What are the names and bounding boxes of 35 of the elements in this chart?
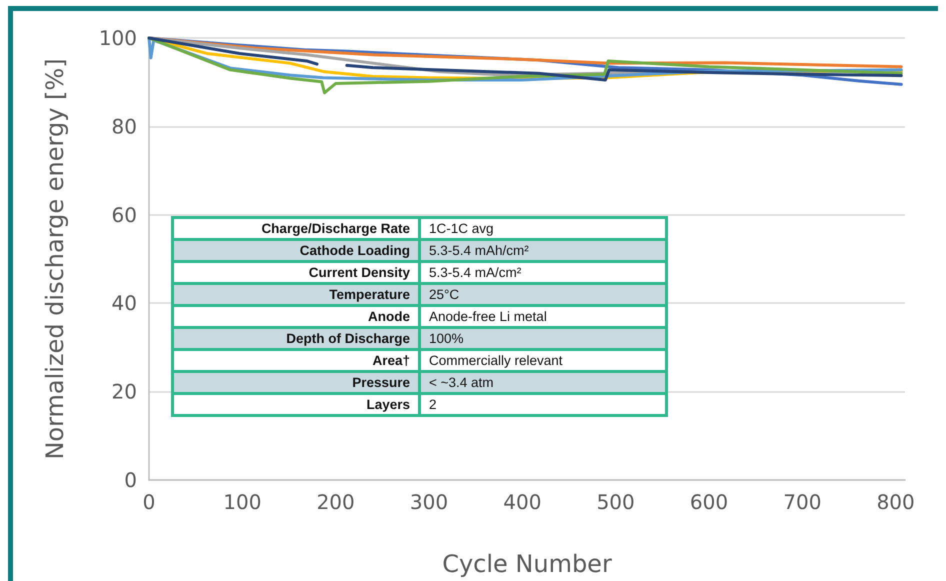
annotation: 100% bbox=[420, 328, 666, 350]
y-tick-label: 100 bbox=[98, 26, 137, 50]
y-tick-label: 40 bbox=[112, 291, 137, 316]
annotation: Area† bbox=[172, 350, 420, 372]
annotation: Temperature bbox=[172, 284, 420, 306]
annotation: < ~3.4 atm bbox=[420, 372, 666, 394]
annotation: 1C-1C avg bbox=[420, 218, 666, 240]
y-tick-label: 0 bbox=[124, 468, 137, 492]
annotation: 25°C bbox=[420, 284, 666, 306]
annotation: Pressure bbox=[172, 372, 420, 394]
annotation: Current Density bbox=[172, 262, 420, 284]
x-tick-label: 600 bbox=[690, 490, 728, 514]
x-tick-label: 200 bbox=[316, 490, 355, 514]
annotation: 5.3-5.4 mAh/cm² bbox=[420, 240, 666, 262]
x-axis-title: Cycle Number bbox=[442, 550, 612, 578]
annotation: Commercially relevant bbox=[420, 350, 666, 372]
annotation: Cathode Loading bbox=[172, 240, 420, 262]
x-tick-label: 0 bbox=[142, 490, 156, 514]
x-tick-label: 800 bbox=[876, 490, 915, 514]
annotation: Anode bbox=[172, 306, 420, 328]
y-axis-title: Normalized discharge energy [%] bbox=[41, 58, 69, 460]
y-tick-label: 60 bbox=[112, 202, 137, 227]
y-tick-label: 80 bbox=[112, 114, 137, 138]
x-tick-label: 500 bbox=[596, 490, 635, 514]
x-tick-label: 100 bbox=[223, 490, 262, 514]
annotation: Layers bbox=[172, 394, 420, 416]
x-tick-label: 300 bbox=[410, 490, 448, 514]
y-tick-label: 20 bbox=[112, 380, 137, 404]
annotation: 2 bbox=[420, 394, 666, 416]
x-tick-label: 400 bbox=[503, 490, 542, 514]
annotation: Charge/Discharge Rate bbox=[172, 218, 420, 240]
annotation: Anode-free Li metal bbox=[420, 306, 666, 328]
annotation: Depth of Discharge bbox=[172, 328, 420, 350]
x-tick-label: 700 bbox=[783, 490, 822, 514]
annotation: 5.3-5.4 mA/cm² bbox=[420, 262, 666, 284]
